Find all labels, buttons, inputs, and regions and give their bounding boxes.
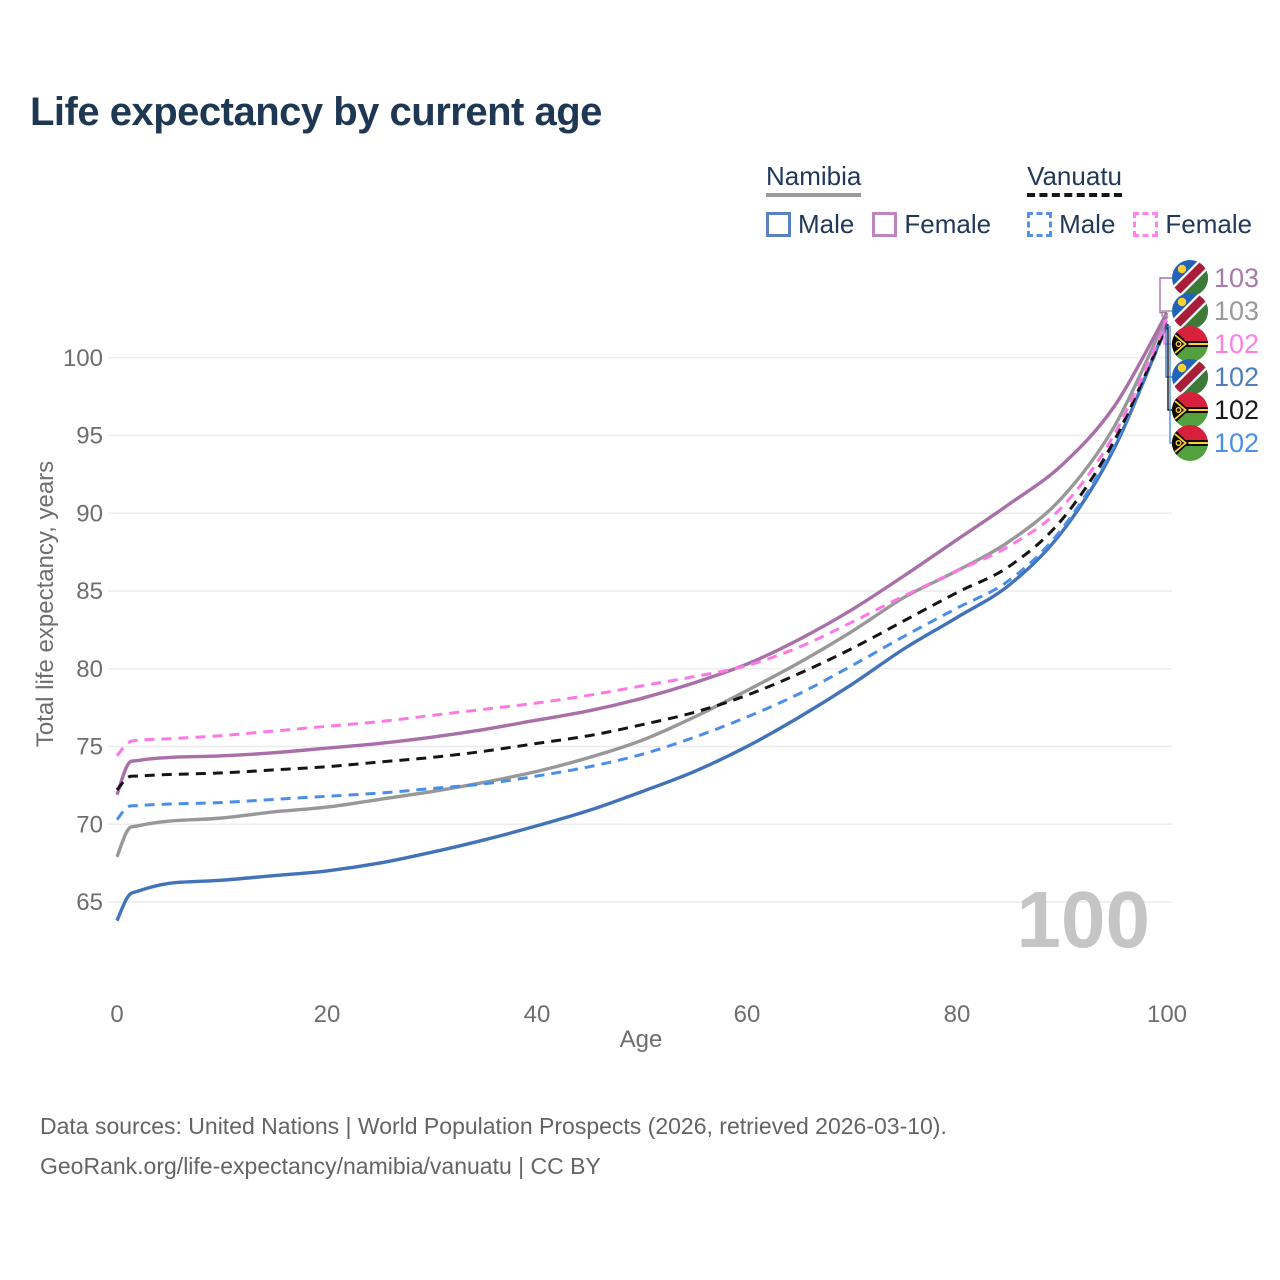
vanuatu-female-swatch <box>1133 212 1159 237</box>
end-label-vanuatu-female: 102 <box>1172 326 1259 362</box>
legend-item-vanuatu-female[interactable]: Female <box>1133 209 1252 240</box>
vanuatu-flag-icon <box>1172 392 1208 428</box>
vanuatu-flag-icon <box>1172 425 1208 461</box>
legend-country-namibia-label: Namibia <box>766 161 862 191</box>
legend-country-namibia: Namibia <box>766 161 862 202</box>
age-watermark: 100 <box>1017 875 1150 964</box>
series-line-vanuatu-male <box>115 325 1169 821</box>
namibia-male-swatch <box>766 212 791 237</box>
y-tick-90: 90 <box>76 500 103 527</box>
vanuatu-male-swatch <box>1027 212 1053 237</box>
end-label-namibia-male: 102 <box>1172 359 1259 395</box>
legend-item-label: Male <box>1059 209 1116 239</box>
end-label-namibia-female: 103 <box>1172 260 1259 296</box>
end-label-value: 102 <box>1214 329 1260 359</box>
footer: Data sources: United Nations | World Pop… <box>40 1106 947 1186</box>
end-label-value: 102 <box>1214 362 1260 392</box>
namibia-flag-icon <box>1172 260 1208 296</box>
series-line-namibia-female <box>115 311 1169 796</box>
namibia-flag-icon <box>1172 293 1208 329</box>
end-label-vanuatu: 102 <box>1172 392 1259 428</box>
x-tick-20: 20 <box>314 1001 341 1028</box>
y-tick-80: 80 <box>76 656 103 683</box>
y-tick-95: 95 <box>76 423 103 450</box>
vanuatu-line-sample <box>1027 193 1122 197</box>
legend-item-namibia-male[interactable]: Male <box>766 209 854 240</box>
end-label-vanuatu-male: 102 <box>1172 425 1259 461</box>
footer-data-sources: Data sources: United Nations | World Pop… <box>40 1113 947 1139</box>
y-tick-100: 100 <box>63 345 103 372</box>
legend-item-label: Female <box>1165 209 1253 239</box>
series-line-vanuatu-female <box>115 319 1169 757</box>
end-label-namibia: 103 <box>1172 293 1259 329</box>
namibia-line-sample <box>766 193 862 197</box>
namibia-female-swatch <box>872 212 898 237</box>
series-line-namibia <box>115 315 1169 858</box>
y-tick-75: 75 <box>76 734 103 761</box>
legend-item-label: Female <box>904 209 992 239</box>
x-tick-40: 40 <box>524 1001 551 1028</box>
x-tick-100: 100 <box>1147 1001 1187 1028</box>
footer-attribution: GeoRank.org/life-expectancy/namibia/vanu… <box>40 1153 601 1179</box>
leader-line-namibia-male <box>1165 322 1172 378</box>
x-tick-80: 80 <box>944 1001 971 1028</box>
legend-item-namibia-female[interactable]: Female <box>872 209 991 240</box>
y-tick-85: 85 <box>76 578 103 605</box>
series-line-namibia-male <box>115 322 1169 922</box>
x-tick-60: 60 <box>734 1001 761 1028</box>
page-title: Life expectancy by current age <box>30 90 602 134</box>
leader-line-vanuatu-male <box>1167 325 1172 444</box>
legend-group-vanuatu: Vanuatu Male Female <box>1027 161 1252 240</box>
leader-line-namibia <box>1161 310 1172 317</box>
vanuatu-flag-icon <box>1172 326 1208 362</box>
end-label-value: 103 <box>1214 296 1260 326</box>
end-label-value: 102 <box>1214 428 1260 458</box>
y-axis-label: Total life expectancy, years <box>32 460 59 748</box>
y-tick-70: 70 <box>76 811 103 838</box>
chart-legend: Namibia Male Female Vanuatu <box>766 161 1252 240</box>
namibia-flag-icon <box>1172 359 1208 395</box>
legend-item-label: Male <box>798 209 855 239</box>
legend-item-vanuatu-male[interactable]: Male <box>1027 209 1115 240</box>
x-tick-0: 0 <box>110 1001 123 1028</box>
end-label-value: 103 <box>1214 263 1260 293</box>
y-tick-65: 65 <box>76 889 103 916</box>
series-line-vanuatu <box>115 324 1169 792</box>
legend-group-namibia: Namibia Male Female <box>766 161 991 240</box>
legend-country-vanuatu-label: Vanuatu <box>1027 161 1122 191</box>
legend-country-vanuatu: Vanuatu <box>1027 161 1122 202</box>
x-axis-label: Age <box>619 1026 663 1053</box>
end-label-value: 102 <box>1214 395 1260 425</box>
leader-line-namibia-female <box>1159 277 1172 314</box>
